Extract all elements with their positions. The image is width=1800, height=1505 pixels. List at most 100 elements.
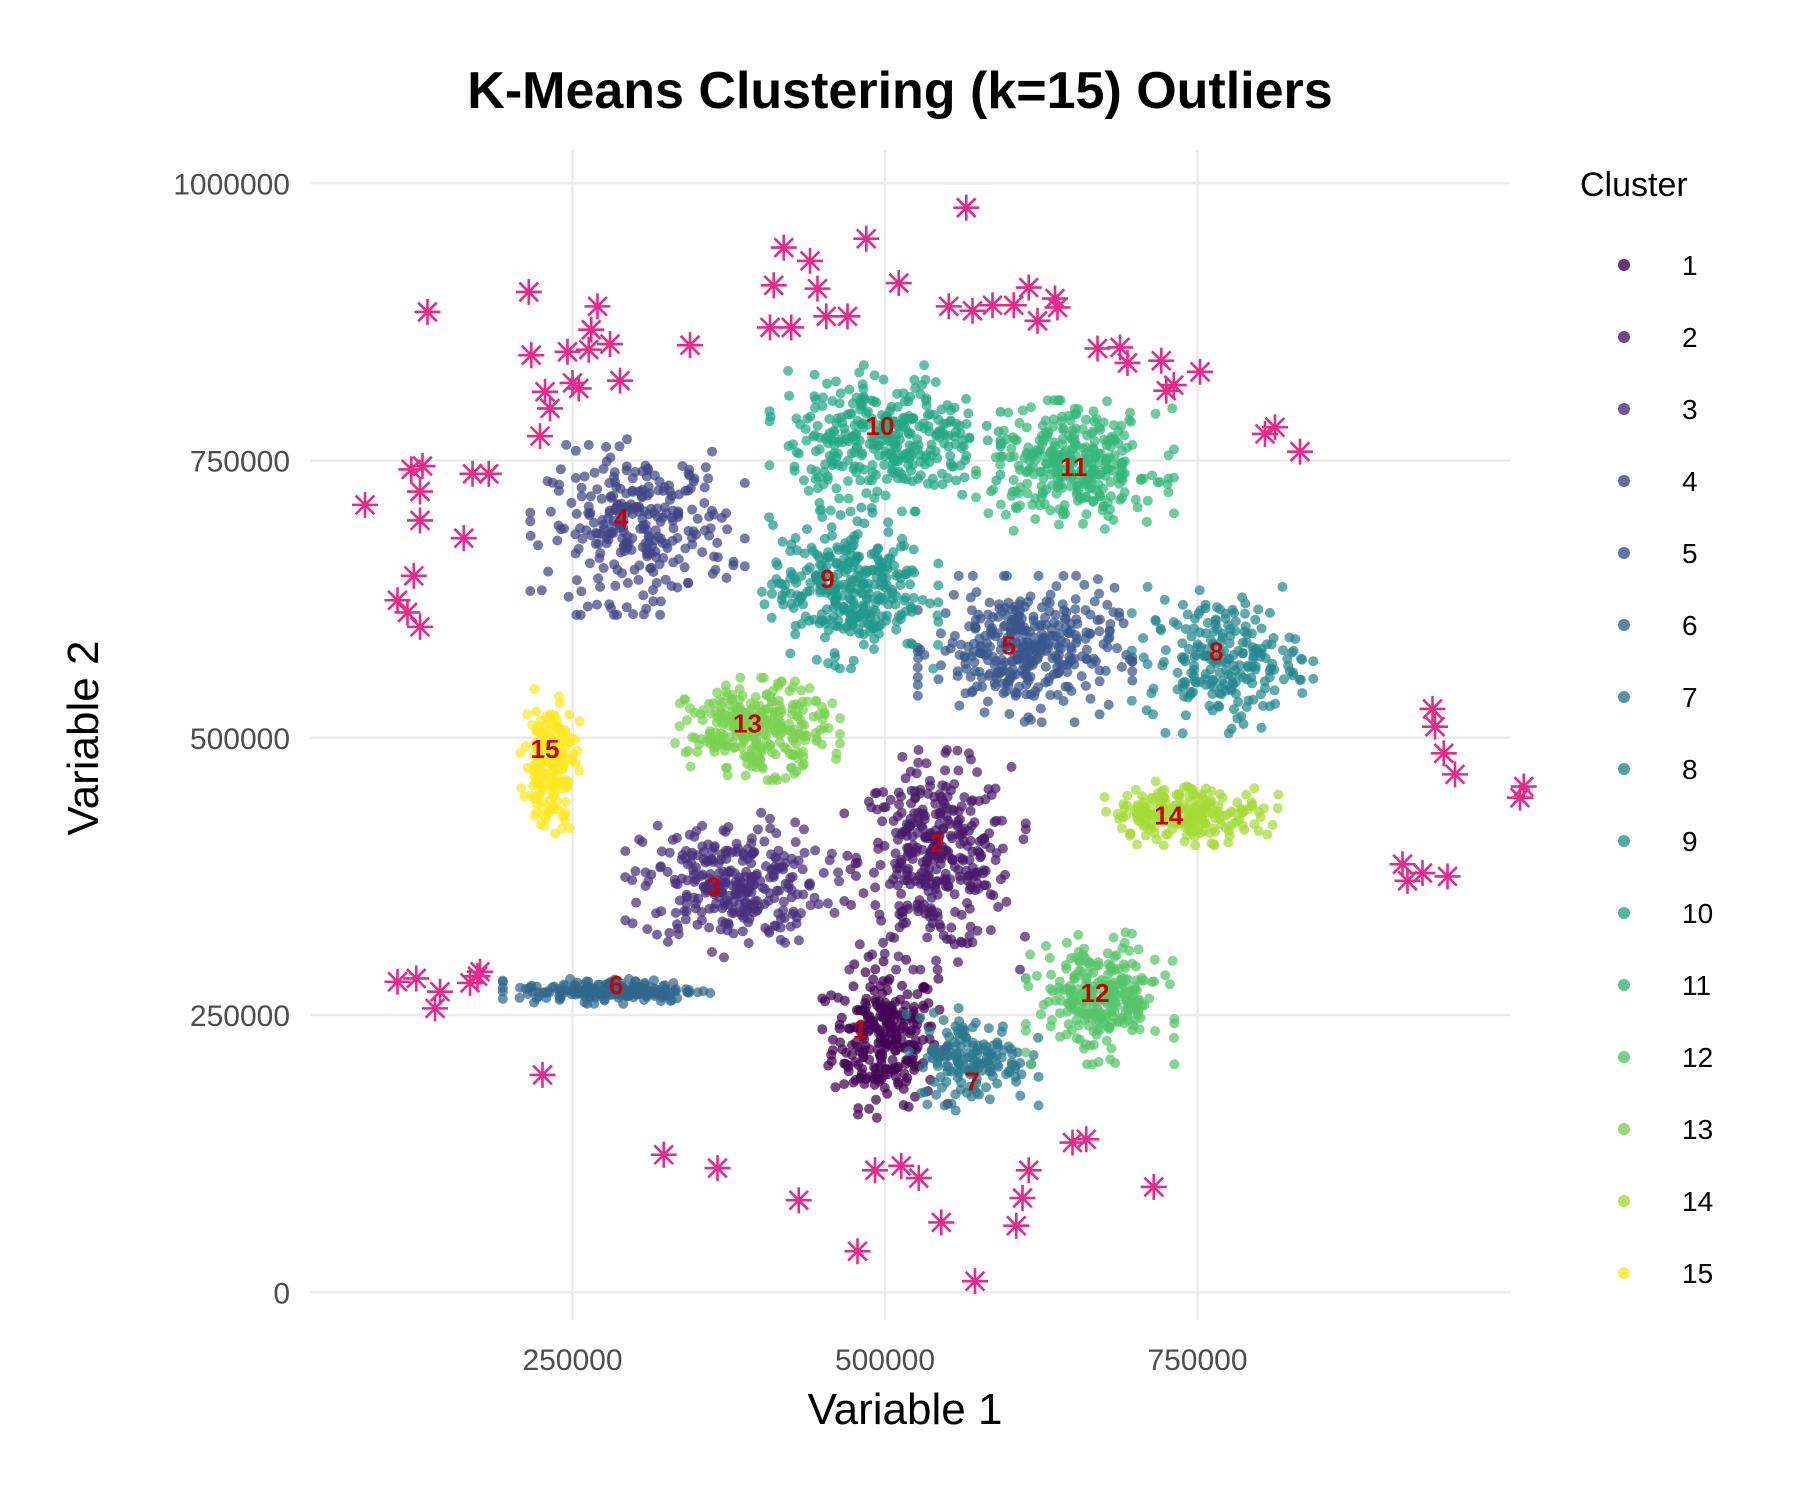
data-point xyxy=(626,545,637,555)
data-point xyxy=(809,369,820,380)
data-point xyxy=(804,880,815,891)
data-point xyxy=(1195,828,1206,838)
data-point xyxy=(533,540,543,551)
data-point xyxy=(767,696,778,707)
cluster-6-points xyxy=(497,974,716,1009)
data-point xyxy=(854,611,865,622)
data-point xyxy=(878,937,889,948)
data-point xyxy=(542,476,553,487)
data-point xyxy=(897,751,908,762)
data-point xyxy=(744,913,755,924)
data-point xyxy=(704,698,715,709)
data-point xyxy=(1054,519,1064,530)
data-point xyxy=(620,846,631,857)
data-point xyxy=(1081,509,1092,520)
data-point xyxy=(967,570,978,581)
data-point xyxy=(1089,452,1100,463)
data-point xyxy=(1061,1029,1072,1040)
data-point xyxy=(1194,585,1205,596)
data-point xyxy=(525,586,536,596)
outlier-marker xyxy=(529,1061,556,1088)
data-point xyxy=(1166,816,1176,827)
data-point xyxy=(544,757,555,768)
data-point xyxy=(641,471,652,482)
data-point xyxy=(997,438,1008,449)
data-point xyxy=(717,903,728,914)
cluster-10-points xyxy=(764,360,1006,517)
data-point xyxy=(1075,990,1085,1001)
data-point xyxy=(1094,676,1105,687)
data-point xyxy=(697,820,708,831)
data-point xyxy=(831,418,842,429)
data-point xyxy=(901,569,912,579)
data-point xyxy=(656,846,667,857)
data-point xyxy=(1147,976,1157,987)
data-point xyxy=(696,907,707,917)
data-point xyxy=(901,917,912,928)
data-point xyxy=(915,964,926,975)
data-point xyxy=(888,1065,899,1076)
data-point xyxy=(861,1074,872,1084)
data-point xyxy=(885,794,896,805)
centroid-label-9: 9 xyxy=(820,564,834,594)
data-point xyxy=(543,566,554,577)
data-point xyxy=(737,926,748,937)
data-point xyxy=(1207,705,1218,716)
data-point xyxy=(1259,676,1270,687)
data-point xyxy=(601,441,612,452)
data-point xyxy=(1020,1025,1031,1036)
data-point xyxy=(1126,608,1137,619)
data-point xyxy=(983,508,994,519)
data-point xyxy=(848,981,859,992)
data-point xyxy=(735,672,746,683)
data-point xyxy=(1297,688,1308,699)
data-point xyxy=(656,906,667,917)
data-point xyxy=(1026,402,1036,413)
data-point xyxy=(716,854,726,865)
data-point xyxy=(1081,644,1092,655)
data-point xyxy=(864,1103,875,1114)
data-point xyxy=(790,837,801,848)
data-point xyxy=(1047,445,1058,455)
data-point xyxy=(1134,810,1145,821)
outlier-marker xyxy=(1024,307,1051,334)
data-point xyxy=(624,974,634,984)
data-point xyxy=(692,987,703,998)
outlier-marker xyxy=(1434,863,1461,890)
outlier-marker xyxy=(757,314,783,341)
data-point xyxy=(768,685,778,696)
data-point xyxy=(878,787,889,798)
data-point xyxy=(930,809,941,820)
data-point xyxy=(966,605,977,616)
data-point xyxy=(793,935,804,946)
data-point xyxy=(883,527,894,538)
data-point xyxy=(627,918,638,929)
data-point xyxy=(1226,685,1237,696)
centroid-label-3: 3 xyxy=(707,871,721,901)
data-point xyxy=(903,864,914,874)
data-point xyxy=(799,847,810,858)
data-point xyxy=(1070,423,1081,434)
data-point xyxy=(818,722,829,733)
data-point xyxy=(822,378,832,389)
data-point xyxy=(1220,822,1231,833)
data-point xyxy=(830,1082,841,1093)
legend-label-4: 4 xyxy=(1682,466,1698,497)
data-point xyxy=(804,585,815,596)
data-point xyxy=(721,508,732,519)
data-point xyxy=(853,1109,863,1120)
data-point xyxy=(1127,666,1138,677)
data-point xyxy=(791,447,802,458)
data-point xyxy=(1020,1047,1031,1058)
legend-label-3: 3 xyxy=(1682,394,1698,425)
data-point xyxy=(1021,689,1032,700)
data-point xyxy=(572,745,583,756)
data-point xyxy=(1039,612,1050,623)
data-point xyxy=(1116,420,1127,431)
data-point xyxy=(1250,664,1261,675)
data-point xyxy=(770,772,781,783)
data-point xyxy=(982,696,993,707)
data-point xyxy=(869,644,879,654)
data-point xyxy=(981,420,992,431)
